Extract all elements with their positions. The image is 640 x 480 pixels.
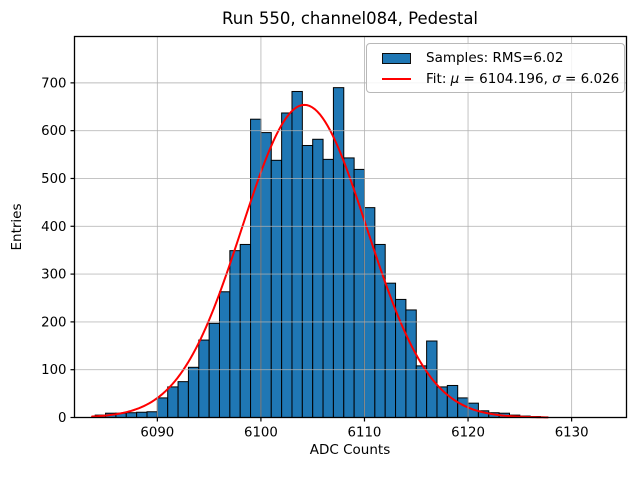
legend-box: Samples: RMS=6.02 Fit: μ = 6104.196, σ =…: [366, 43, 625, 93]
x-axis-label: ADC Counts: [309, 442, 391, 458]
histogram-bar: [218, 291, 231, 418]
histogram-bar: [198, 339, 210, 418]
chart-title: Run 550, channel084, Pedestal: [221, 9, 479, 28]
legend-entry-samples: Samples: RMS=6.02: [375, 50, 616, 66]
y-tick-label: 500: [41, 172, 66, 187]
legend-samples-label: Samples: RMS=6.02: [426, 50, 564, 66]
y-tick-label: 600: [41, 124, 66, 139]
histogram-bar: [301, 144, 314, 419]
y-tick-label: 0: [58, 411, 66, 426]
histogram-bar: [156, 397, 169, 418]
histogram-bar: [312, 138, 324, 418]
x-tick-label: 6120: [451, 426, 485, 441]
legend-samples-swatch: [382, 52, 411, 64]
histogram-bar: [125, 412, 138, 419]
histogram-bar: [395, 298, 407, 419]
x-tick-label: 6110: [348, 426, 382, 441]
histogram-bar: [136, 411, 148, 418]
y-tick-label: 400: [41, 220, 66, 235]
y-tick-label: 300: [41, 268, 66, 283]
histogram-swatch-icon: [382, 52, 411, 64]
histogram-bar: [291, 90, 303, 418]
histogram-bar: [229, 250, 241, 418]
y-axis-label: Entries: [9, 203, 25, 251]
histogram-bar: [281, 112, 293, 419]
mu-symbol: μ: [450, 71, 460, 87]
histogram-bar: [167, 386, 179, 419]
histogram-bar: [177, 381, 189, 418]
histogram-bar: [322, 158, 334, 419]
axes-spines: [73, 35, 628, 419]
histogram-bar: [260, 132, 272, 418]
histogram-bar: [332, 87, 345, 419]
x-tick-label: 6100: [244, 426, 278, 441]
y-tick-label: 100: [41, 363, 66, 378]
histogram-bar: [343, 157, 355, 418]
histogram-bar: [187, 366, 200, 418]
legend-fit-label: Fit: μ = 6104.196, σ = 6.026: [426, 71, 620, 87]
histogram-bar: [146, 411, 158, 419]
y-tick-label: 700: [41, 76, 66, 91]
sigma-symbol: σ: [552, 71, 561, 87]
histogram-bar: [405, 309, 417, 418]
histogram-bar: [239, 243, 252, 418]
y-tick-label: 200: [41, 315, 66, 330]
histogram-bar: [270, 159, 283, 418]
x-tick-label: 6090: [140, 426, 174, 441]
histogram-bar: [415, 365, 428, 418]
fit-line-swatch-icon: [382, 78, 411, 80]
x-tick-label: 6130: [555, 426, 589, 441]
legend-fit-swatch: [382, 78, 411, 80]
fit-line: [91, 103, 549, 419]
legend-entry-fit: Fit: μ = 6104.196, σ = 6.026: [375, 71, 620, 87]
histogram-bar: [250, 118, 262, 418]
histogram-bar: [208, 322, 220, 418]
